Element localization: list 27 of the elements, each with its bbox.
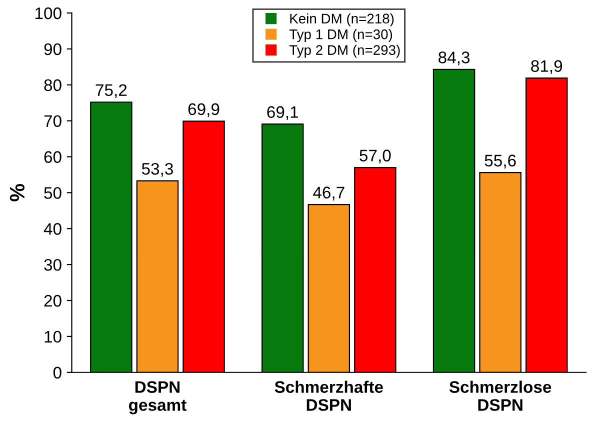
y-tick-label: 30 bbox=[44, 258, 62, 271]
data-label: 69,1 bbox=[267, 106, 298, 120]
y-axis-title: % bbox=[10, 184, 25, 202]
legend-label: Typ 2 DM (n=293) bbox=[289, 44, 400, 58]
y-tick-label: 80 bbox=[44, 79, 62, 92]
data-label: 84,3 bbox=[438, 52, 470, 66]
y-tick-label: 70 bbox=[44, 115, 62, 128]
data-label: 57,0 bbox=[360, 150, 391, 164]
x-tick-label: Schmerzlose DSPN bbox=[449, 380, 552, 411]
x-tick-label: DSPN gesamt bbox=[128, 381, 186, 414]
y-tick-label: 10 bbox=[44, 330, 62, 343]
legend-label: Typ 1 DM (n=30) bbox=[289, 29, 392, 42]
y-tick-label: 90 bbox=[44, 43, 62, 56]
y-tick-label: 100 bbox=[36, 7, 62, 20]
data-label: 53,3 bbox=[142, 162, 173, 177]
data-label: 81,9 bbox=[531, 60, 562, 74]
data-label: 69,9 bbox=[188, 103, 220, 118]
x-tick-label: Schmerzhafte DSPN bbox=[274, 380, 383, 411]
y-tick-label: 50 bbox=[44, 187, 62, 199]
y-tick-label: 0 bbox=[53, 366, 62, 379]
legend-label: Kein DM (n=218) bbox=[290, 13, 394, 26]
data-label: 46,7 bbox=[313, 186, 344, 200]
y-tick-label: 40 bbox=[44, 223, 62, 235]
data-label: 75,2 bbox=[96, 84, 127, 98]
data-label: 55,6 bbox=[484, 154, 516, 168]
y-tick-label: 20 bbox=[44, 294, 62, 307]
y-tick-label: 60 bbox=[44, 151, 62, 163]
